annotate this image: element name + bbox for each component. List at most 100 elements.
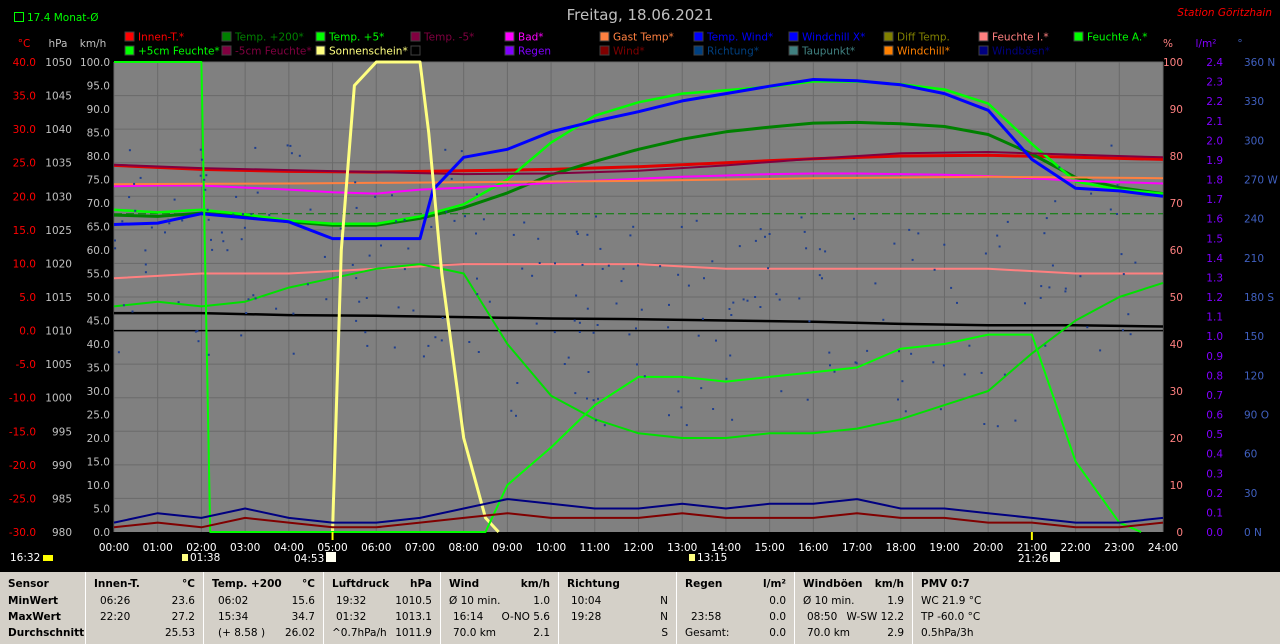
direction-point: [910, 352, 913, 355]
direction-tick-label: 150: [1244, 331, 1264, 343]
direction-point: [243, 226, 246, 229]
direction-point: [355, 319, 358, 322]
rain-tick-label: 1.9: [1206, 155, 1223, 167]
direction-point: [1040, 285, 1043, 288]
direction-point: [445, 210, 448, 213]
series-line: [113, 78, 1164, 241]
stats-luftdruck: Luftdruck hPa 19:32 1010.5 01:32 1013.1 …: [324, 572, 441, 644]
direction-point: [407, 247, 410, 250]
pressure-tick-label: 985: [52, 493, 72, 505]
pmv-windchill: WC 21.9 °C: [921, 595, 982, 607]
direction-point: [800, 216, 803, 219]
wind-avg-value: 2.1: [533, 627, 550, 639]
direction-point: [427, 344, 430, 347]
innen-max-value: 27.2: [171, 611, 195, 623]
rain-tick-label: 0.9: [1206, 351, 1223, 363]
rain-tick-label: 1.6: [1206, 214, 1223, 226]
speed-tick-label: 30.0: [87, 386, 110, 398]
legend-swatch: [693, 31, 704, 42]
direction-point: [599, 247, 602, 250]
direction-point: [581, 263, 584, 266]
legend-swatch: [693, 45, 704, 56]
sunset-time: 21:26: [1018, 553, 1049, 565]
direction-point: [818, 274, 821, 277]
innen-min-time: 06:26: [100, 595, 131, 607]
sunset-icon: [1050, 552, 1061, 562]
direction-point: [197, 340, 200, 343]
direction-point: [476, 293, 479, 296]
temp-tick-label: -10.0: [9, 393, 36, 405]
moonrise-time: 01:38: [190, 552, 221, 564]
direction-point: [403, 218, 406, 221]
direction-point: [220, 231, 223, 234]
rain-tick-label: 2.0: [1206, 135, 1223, 147]
direction-point: [1045, 217, 1048, 220]
direction-point: [578, 331, 581, 333]
pmv-dewpoint: TP -60.0 °C: [921, 611, 981, 623]
direction-point: [1039, 296, 1042, 299]
legend-swatch: [978, 31, 989, 42]
time-tick-label: 09:00: [492, 542, 522, 554]
rain-tick-label: 2.3: [1206, 77, 1223, 89]
direction-point: [521, 267, 524, 270]
direction-point: [595, 215, 597, 218]
direction-tick-label: 300: [1244, 135, 1264, 147]
checkbox-icon[interactable]: [14, 12, 24, 22]
direction-point: [942, 364, 945, 367]
windboen-max-time: 08:50: [807, 611, 838, 623]
legend-label: Sonnenschein*: [329, 46, 408, 58]
legend-swatch: [124, 31, 135, 42]
left-time-label: 16:32: [10, 552, 54, 564]
direction-point: [1064, 287, 1067, 290]
direction-point: [808, 320, 811, 323]
windboen-avg10-label: Ø 10 min.: [803, 595, 855, 607]
direction-point: [767, 267, 770, 270]
windboen-avg10-value: 1.9: [887, 595, 904, 607]
direction-point: [232, 213, 235, 216]
percent-tick-label: 70: [1170, 198, 1183, 210]
direction-point: [996, 425, 999, 428]
direction-point: [738, 245, 741, 248]
temp-tick-label: 10.0: [13, 258, 36, 270]
direction-point: [963, 373, 966, 376]
direction-point: [712, 408, 715, 410]
direction-point: [1058, 166, 1061, 169]
legend-label: Diff Temp.: [897, 32, 950, 44]
speed-tick-label: 90.0: [87, 104, 110, 116]
legend-swatch: [221, 31, 232, 42]
time-tick-label: 12:00: [623, 542, 653, 554]
pmv-title: PMV 0:7: [921, 578, 970, 590]
temp-tick-label: 5.0: [19, 292, 36, 304]
direction-point: [1127, 313, 1130, 316]
richtung-max-time: 19:28: [571, 611, 602, 623]
direction-point: [968, 344, 971, 347]
temp-tick-label: 0.0: [19, 326, 36, 338]
speed-tick-label: 95.0: [87, 81, 110, 93]
legend-swatch: [978, 45, 989, 56]
moonrise-marker: 01:38: [182, 552, 220, 564]
series-line: [113, 151, 1164, 176]
direction-point: [697, 334, 700, 337]
direction-point: [911, 258, 914, 261]
direction-point: [323, 255, 326, 258]
direction-point: [592, 331, 595, 334]
direction-point: [703, 277, 705, 280]
direction-point: [250, 213, 253, 216]
direction-point: [380, 244, 382, 247]
rain-tick-label: 0.1: [1206, 507, 1223, 519]
series-line: [113, 153, 1164, 174]
regen-max-value: 0.0: [769, 611, 786, 623]
direction-point: [364, 331, 367, 334]
direction-point: [943, 243, 946, 246]
direction-point: [635, 327, 637, 330]
direction-point: [636, 363, 638, 366]
direction-point: [1064, 290, 1067, 293]
direction-point: [254, 297, 257, 300]
legend-swatch: [410, 45, 421, 56]
legend-swatch: [504, 45, 515, 56]
time-tick-label: 22:00: [1060, 542, 1090, 554]
speed-tick-label: 60.0: [87, 245, 110, 257]
direction-point: [1099, 349, 1102, 352]
direction-point: [181, 219, 184, 222]
direction-point: [268, 213, 271, 216]
